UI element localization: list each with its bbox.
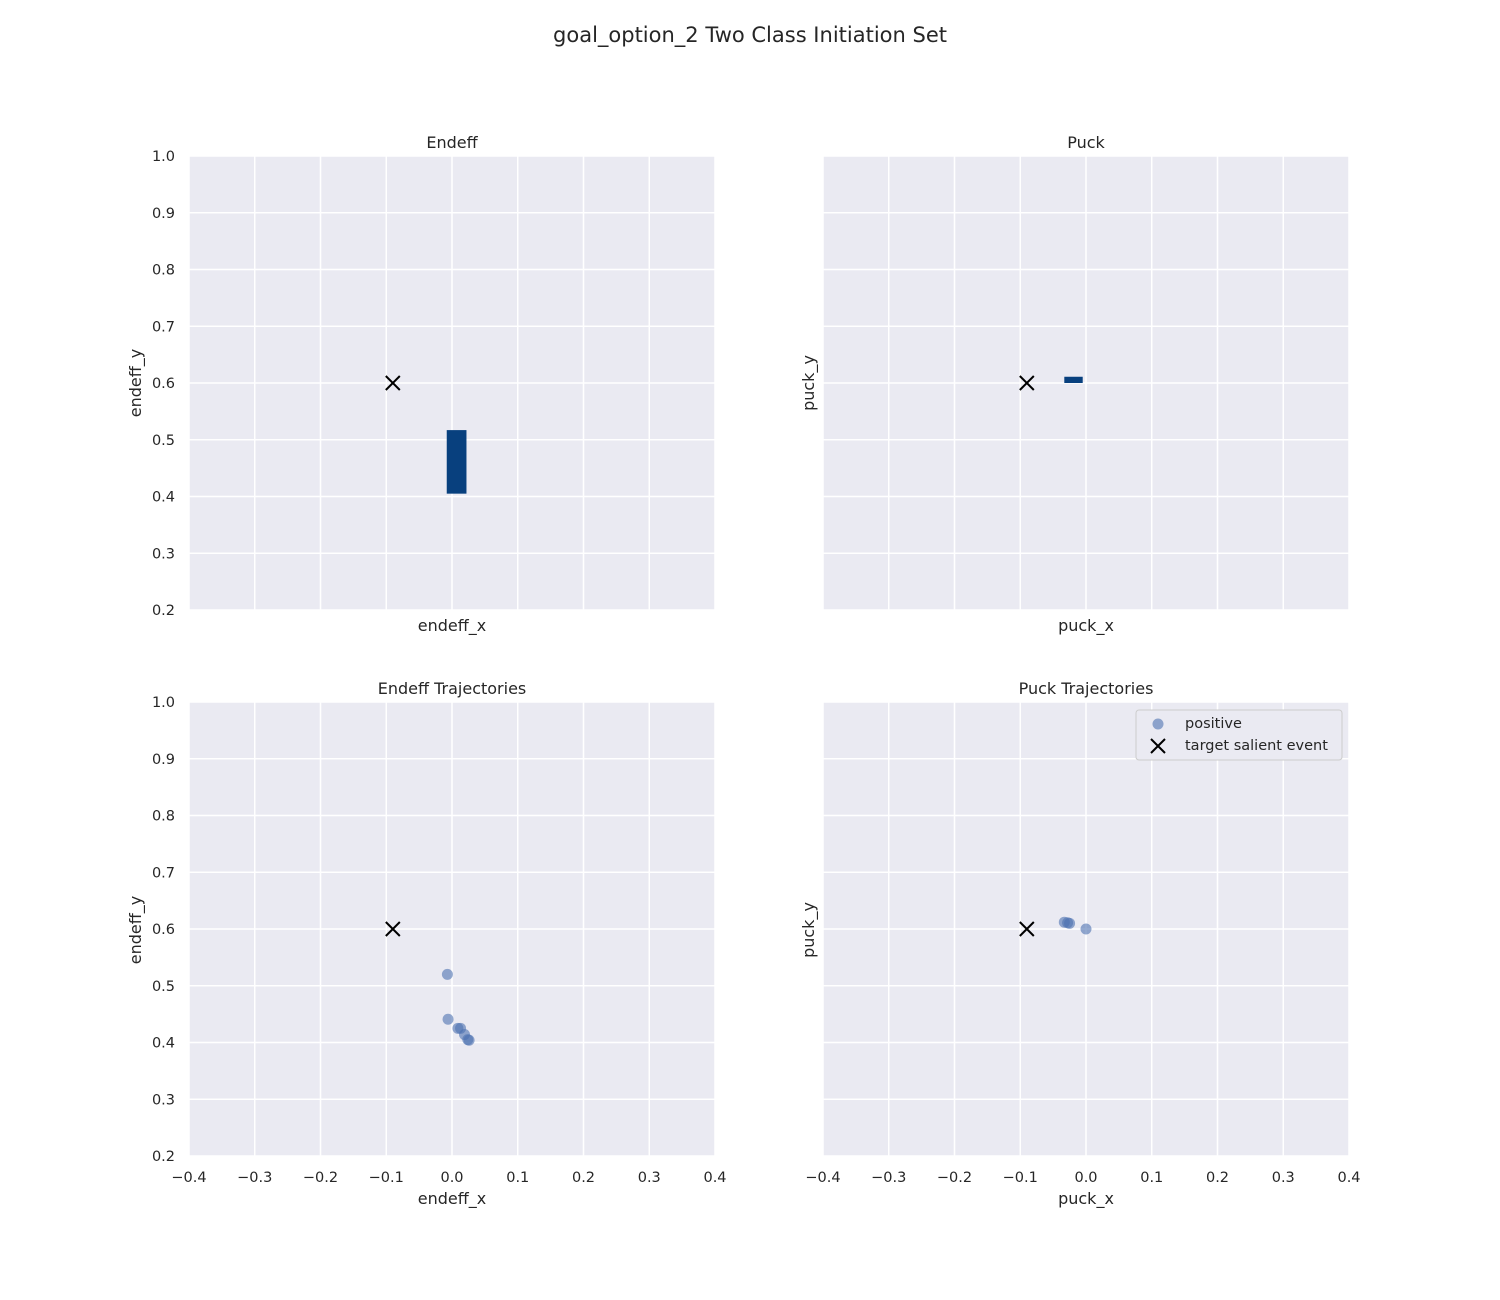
panel-puck: Puck puck_x puck_y xyxy=(799,133,1350,636)
x-tick-label: 0.1 xyxy=(1140,1170,1163,1186)
y-tick-label: 0.8 xyxy=(152,809,175,825)
y-tick-label: 0.6 xyxy=(152,922,175,938)
legend: positive target salient event xyxy=(1135,709,1343,761)
y-tick-label: 0.7 xyxy=(152,865,175,881)
y-tick-label: 0.3 xyxy=(152,1092,175,1108)
y-tick-label: 0.9 xyxy=(152,206,175,222)
x-tick-label: −0.3 xyxy=(237,1170,272,1186)
y-tick-label: 0.8 xyxy=(152,263,175,279)
y-tick-label: 0.6 xyxy=(152,376,175,392)
panel-title: Puck xyxy=(1067,133,1105,152)
x-tick-label: −0.1 xyxy=(1003,1170,1038,1186)
scatter-point xyxy=(1080,923,1092,935)
x-axis-label: puck_x xyxy=(1058,616,1114,636)
y-tick-label: 0.3 xyxy=(152,546,175,562)
target-marker xyxy=(1019,375,1035,391)
heatmap-region xyxy=(446,430,467,494)
legend-label: target salient event xyxy=(1185,738,1328,754)
panel-endeff-trajectories: Endeff Trajectories endeff_x endeff_y 1.… xyxy=(126,679,727,1209)
y-tick-label: 0.4 xyxy=(152,490,175,506)
x-tick-label: 0.0 xyxy=(1074,1170,1097,1186)
y-tick-label: 0.2 xyxy=(152,603,175,619)
y-axis-label: endeff_y xyxy=(126,349,146,417)
x-tick-label: −0.2 xyxy=(937,1170,972,1186)
y-tick-label: 0.2 xyxy=(152,1149,175,1165)
x-tick-label: 0.2 xyxy=(572,1170,595,1186)
panel-title: Endeff xyxy=(426,133,478,152)
target-marker xyxy=(385,375,401,391)
y-axis-label: puck_y xyxy=(799,902,819,958)
legend-target-icon xyxy=(1150,738,1166,754)
y-tick-label: 0.4 xyxy=(152,1036,175,1052)
y-tick-label: 0.5 xyxy=(152,979,175,995)
grid xyxy=(822,701,1350,1157)
panel-title: Endeff Trajectories xyxy=(378,679,527,698)
x-tick-label: −0.1 xyxy=(369,1170,404,1186)
x-axis-label: puck_x xyxy=(1058,1189,1114,1209)
scatter-point xyxy=(442,1013,454,1025)
y-tick-label: 0.7 xyxy=(152,319,175,335)
x-tick-label: −0.3 xyxy=(871,1170,906,1186)
x-tick-label: 0.1 xyxy=(506,1170,529,1186)
y-tick-label: 0.9 xyxy=(152,752,175,768)
y-axis-label: endeff_y xyxy=(126,896,146,964)
x-tick-label: 0.4 xyxy=(703,1170,726,1186)
target-marker xyxy=(1019,921,1035,937)
x-tick-label: 0.4 xyxy=(1337,1170,1360,1186)
grid xyxy=(188,155,716,611)
grid xyxy=(822,155,1350,611)
x-tick-label: 0.0 xyxy=(440,1170,463,1186)
x-axis-label: endeff_x xyxy=(418,1189,486,1209)
legend-frame xyxy=(1135,709,1343,761)
x-tick-label: −0.4 xyxy=(171,1170,206,1186)
panel-title: Puck Trajectories xyxy=(1019,679,1154,698)
y-tick-label: 0.5 xyxy=(152,433,175,449)
x-tick-label: 0.2 xyxy=(1206,1170,1229,1186)
x-axis-label: endeff_x xyxy=(418,616,486,636)
y-axis-label: puck_y xyxy=(799,355,819,411)
grid xyxy=(188,701,716,1157)
panel-endeff: Endeff endeff_x endeff_y 1.0 0.9 0.8 0.7 0.6… xyxy=(126,133,716,636)
y-tick-label: 1.0 xyxy=(152,695,175,711)
scatter-point xyxy=(463,1034,475,1046)
scatter-point xyxy=(441,968,453,980)
target-marker xyxy=(385,921,401,937)
legend-label: positive xyxy=(1185,716,1242,732)
scatter-point xyxy=(1064,917,1076,929)
x-tick-label: −0.4 xyxy=(805,1170,840,1186)
x-tick-label: 0.3 xyxy=(1272,1170,1295,1186)
x-tick-label: −0.2 xyxy=(303,1170,338,1186)
x-tick-label: 0.3 xyxy=(638,1170,661,1186)
figure-title: goal_option_2 Two Class Initiation Set xyxy=(553,23,947,48)
panel-puck-trajectories: Puck Trajectories puck_x puck_y −0.4 −0.3… xyxy=(799,679,1361,1209)
y-tick-label: 1.0 xyxy=(152,149,175,165)
legend-positive-marker xyxy=(1152,718,1164,730)
heatmap-region xyxy=(1064,376,1083,383)
